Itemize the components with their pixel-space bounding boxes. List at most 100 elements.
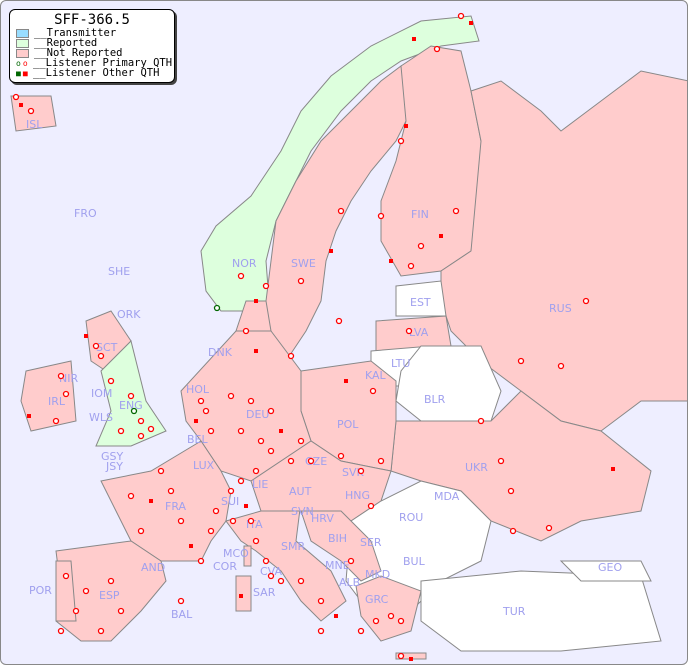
listener-primary-qth-marker [237,272,245,280]
country-label-pol: POL [337,418,359,431]
country-blr [395,345,502,422]
listener-primary-qth-marker [157,467,165,475]
listener-primary-qth-marker [247,517,255,525]
country-label-est: EST [410,296,431,309]
country-dnk [235,300,272,332]
listener-primary-qth-marker [252,537,260,545]
country-label-smr: SMR [281,540,305,553]
listener-primary-qth-marker [477,417,485,425]
listener-primary-qth-marker [202,407,210,415]
listener-primary-qth-marker [387,612,395,620]
country-label-swe: SWE [291,257,316,270]
legend-reported: __Reported [16,37,174,49]
listener-primary-qth-marker [335,317,343,325]
country-label-iom: IOM [91,387,112,400]
listener-primary-qth-marker [287,352,295,360]
country-tur [420,570,662,652]
listener-primary-qth-marker [582,297,590,305]
listener-primary-qth-marker [317,627,325,635]
country-label-mne: MNE [325,559,350,572]
transmitter-swatch [16,28,29,38]
listener-other-qth-marker [412,37,416,41]
listener-primary-qth-marker [252,467,260,475]
listener-primary-qth-marker [229,517,237,525]
listener-primary-qth-marker [117,427,125,435]
listener-other-qth-marker [279,429,283,433]
legend-title: SFF-366.5 [54,12,130,28]
country-label-lie: LIE [252,478,268,491]
listener-other-qth-marker [329,249,333,253]
country-cor [243,545,252,567]
listener-other-qth-marker [149,499,153,503]
country-label-rus: RUS [549,302,572,315]
listener-primary-qth-marker [107,377,115,385]
listener-primary-qth-marker [57,627,65,635]
listener-other-qth-marker [244,504,248,508]
listener-primary-qth-marker [317,597,325,605]
listener-primary-qth-marker [267,447,275,455]
listener-primary-qth-marker [212,507,220,515]
listener-primary-qth-marker [257,437,265,445]
listener-primary-qth-marker [27,107,35,115]
country-label-mkd: MKD [365,568,390,581]
legend-not-reported: __Not Reported [16,47,174,59]
listener-primary-qth-marker [262,557,270,565]
country-label-irl: IRL [48,395,66,408]
listener-primary-qth-marker [267,572,275,580]
listener-primary-qth-marker [367,502,375,510]
country-label-alb: ALB [339,576,360,589]
listener-primary-qth-marker [197,557,205,565]
country-label-dnk: DNK [208,346,233,359]
country-label-grc: GRC [365,593,389,606]
listener-primary-qth-marker [97,627,105,635]
country-label-nor: NOR [232,257,257,270]
listener-primary-qth-marker [237,427,245,435]
listener-primary-qth-marker [92,342,100,350]
listener-other-qth-marker [344,379,348,383]
listener-primary-qth-marker [137,417,145,425]
listener-primary-qth-marker [52,417,60,425]
listener-primary-qth-marker [509,527,517,535]
square-marker-icon: ■ ■ [16,68,28,78]
listener-primary-qth-marker [107,577,115,585]
listener-primary-qth-marker [517,357,525,365]
listener-primary-qth-marker [405,327,413,335]
country-label-hng: HNG [345,489,370,502]
listener-primary-qth-marker [147,425,155,433]
country-label-lva: LVA [409,326,429,339]
listener-primary-qth-marker [57,372,65,380]
listener-primary-qth-marker [452,207,460,215]
country-label-tur: TUR [502,605,526,618]
listener-primary-qth-marker [357,467,365,475]
country-label-fra: FRA [165,500,187,513]
country-label-aut: AUT [289,485,312,498]
listener-primary-qth-marker [307,457,315,465]
listener-primary-qth-marker [287,457,295,465]
listener-primary-qth-marker [177,597,185,605]
listener-primary-qth-marker [213,304,221,312]
country-label-wls: WLS [89,411,113,424]
listener-other-qth-marker [389,259,393,263]
listener-primary-qth-marker [337,207,345,215]
listener-other-qth-marker [334,614,338,618]
listener-primary-qth-marker [12,93,20,101]
country-label-jsy: JSY [105,460,123,473]
listener-primary-qth-marker [62,572,70,580]
country-label-sui: SUI [221,495,239,508]
listener-other-qth-marker [239,594,243,598]
listener-primary-qth-marker [397,137,405,145]
listener-primary-qth-marker [277,577,285,585]
country-label-por: POR [29,584,52,597]
listener-primary-qth-marker [457,12,465,20]
listener-primary-qth-marker [247,397,255,405]
listener-other-qth-marker [409,657,413,661]
country-label-bul: BUL [403,555,426,568]
country-label-hol: HOL [186,383,210,396]
listener-primary-qth-marker [137,432,145,440]
country-label-rou: ROU [399,511,423,524]
listener-other-qth-marker [19,103,23,107]
listener-primary-qth-marker [72,607,80,615]
